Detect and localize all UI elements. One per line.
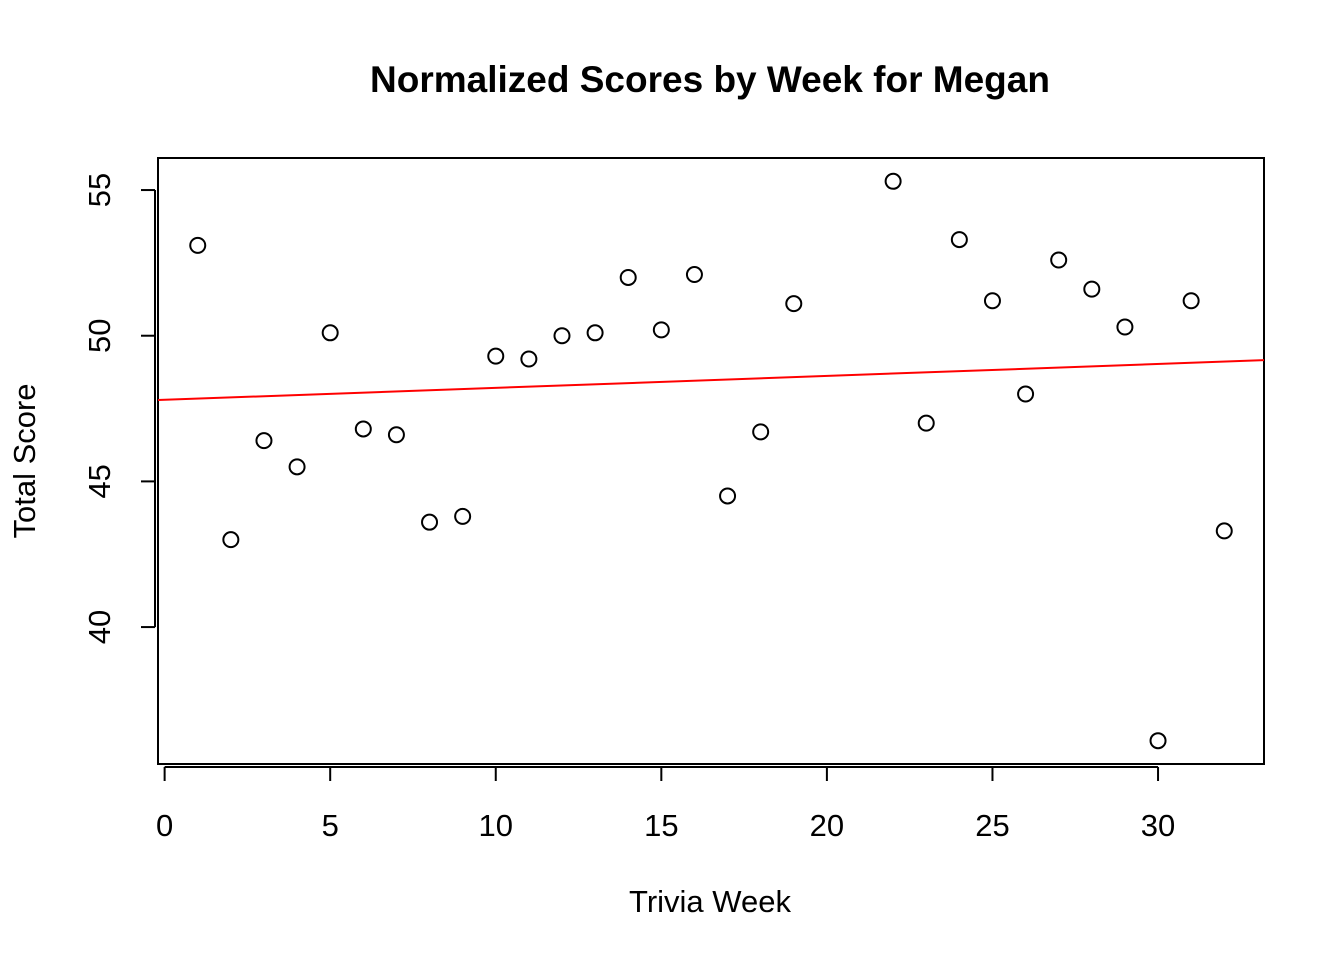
- data-points: [189, 172, 1233, 750]
- data-point: [189, 236, 207, 254]
- data-point: [421, 513, 439, 531]
- data-point: [487, 347, 505, 365]
- x-axis-label: Trivia Week: [629, 884, 791, 919]
- data-point: [752, 423, 770, 441]
- data-point: [586, 324, 604, 342]
- data-point: [520, 350, 538, 368]
- data-point: [321, 324, 339, 342]
- data-point: [255, 432, 273, 450]
- data-point: [222, 531, 240, 549]
- data-point: [1083, 280, 1101, 298]
- y-tick-label: 50: [82, 318, 117, 352]
- data-point: [785, 295, 803, 313]
- data-point: [1050, 251, 1068, 269]
- data-point: [1215, 522, 1233, 540]
- x-tick-label: 20: [810, 808, 844, 843]
- data-point: [917, 414, 935, 432]
- y-tick-label: 40: [82, 610, 117, 644]
- trend-line: [157, 359, 1265, 402]
- plot-area: [157, 172, 1265, 750]
- x-tick-label: 0: [156, 808, 173, 843]
- data-point: [884, 172, 902, 190]
- data-point: [387, 426, 405, 444]
- x-tick-label: 25: [975, 808, 1009, 843]
- plot-frame: [157, 157, 1265, 765]
- chart-title: Normalized Scores by Week for Megan: [370, 59, 1050, 100]
- x-tick-label: 30: [1141, 808, 1175, 843]
- data-point: [354, 420, 372, 438]
- x-tick-label: 5: [322, 808, 339, 843]
- data-point: [983, 292, 1001, 310]
- y-tick-label: 55: [82, 173, 117, 207]
- data-point: [1182, 292, 1200, 310]
- data-point: [1017, 385, 1035, 403]
- y-axis: 40 45 50 55: [82, 173, 156, 644]
- data-point: [288, 458, 306, 476]
- y-tick-label: 45: [82, 464, 117, 498]
- data-point: [719, 487, 737, 505]
- data-point: [950, 231, 968, 249]
- y-axis-label: Total Score: [7, 383, 42, 538]
- x-tick-label: 15: [644, 808, 678, 843]
- data-point: [553, 327, 571, 345]
- data-point: [1149, 732, 1167, 750]
- data-point: [652, 321, 670, 339]
- data-point: [619, 268, 637, 286]
- data-point: [454, 507, 472, 525]
- x-axis: 0 5 10 15 20 25 30: [156, 766, 1175, 843]
- data-point: [685, 266, 703, 284]
- data-point: [1116, 318, 1134, 336]
- x-tick-label: 10: [479, 808, 513, 843]
- trend-line-layer: [157, 359, 1265, 402]
